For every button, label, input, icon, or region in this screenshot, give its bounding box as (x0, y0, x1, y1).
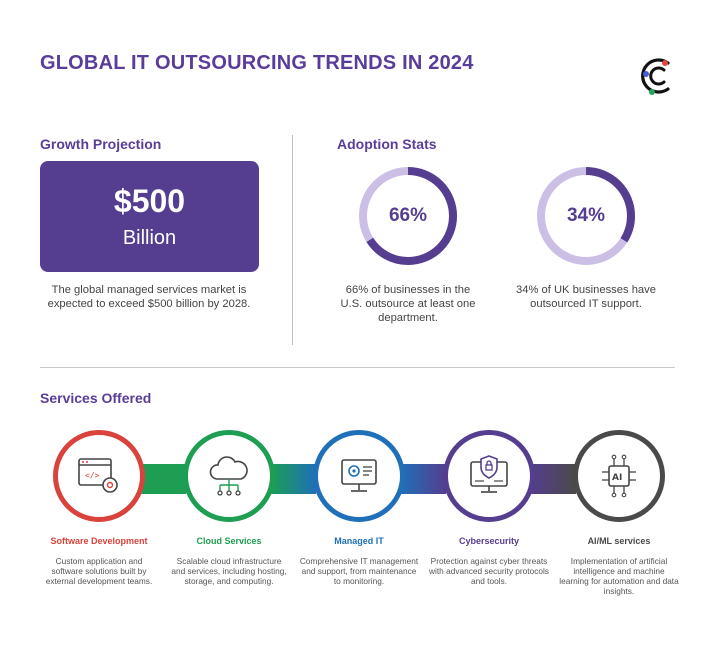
service-software-development: </> (53, 430, 145, 522)
adoption-stats-heading: Adoption Stats (337, 136, 437, 152)
growth-projection-heading: Growth Projection (40, 136, 162, 152)
us-adoption-caption: 66% of businesses in the U.S. outsource … (340, 284, 476, 324)
service-description: Comprehensive IT management and support,… (299, 556, 419, 586)
services-row: </> Software Development Custom applicat… (0, 420, 720, 640)
service-description: Custom application and software solution… (45, 556, 153, 586)
market-size-box: $500 Billion (40, 161, 259, 272)
market-size-amount: $500 (113, 183, 186, 219)
vertical-divider (292, 135, 293, 345)
services-heading: Services Offered (40, 390, 152, 406)
service-ai-ml: AI (573, 430, 665, 522)
market-size-unit: Billion (122, 227, 177, 249)
growth-caption: The global managed services market is ex… (47, 284, 251, 310)
service-cloud-services (183, 430, 275, 522)
service-managed-it (313, 430, 405, 522)
page-title: GLOBAL IT OUTSOURCING TRENDS IN 2024 (40, 52, 474, 74)
us-percent-label: 66% (388, 205, 428, 226)
horizontal-divider (40, 367, 675, 368)
service-title: Cloud Services (196, 536, 262, 546)
donut-progress (537, 167, 635, 265)
service-description: Implementation of artificial intelligenc… (559, 556, 679, 596)
service-cybersecurity (443, 430, 535, 522)
connector-2 (270, 464, 316, 494)
service-title: Managed IT (334, 536, 384, 546)
cloud-network-icon (209, 456, 248, 496)
code-settings-icon: </> (78, 458, 118, 493)
connector-1 (140, 464, 186, 494)
svg-text:</>: </> (85, 471, 100, 480)
uk-percent-label: 34% (566, 205, 606, 226)
svg-text:AI: AI (612, 473, 622, 483)
donut-progress (359, 167, 457, 265)
adoption-donut-us (359, 167, 457, 265)
ai-chip-icon: AI (602, 454, 636, 498)
service-title: Cybersecurity (458, 536, 520, 546)
service-title: Software Development (50, 536, 148, 546)
monitor-gear-icon (341, 459, 377, 492)
shield-monitor-icon (470, 455, 508, 493)
uk-adoption-caption: 34% of UK businesses have outsourced IT … (516, 284, 656, 310)
connector-3 (400, 464, 446, 494)
brand-logo-icon (641, 58, 670, 95)
adoption-donut-uk (537, 167, 635, 265)
service-title: AI/ML services (587, 536, 651, 546)
service-description: Protection against cyber threats with ad… (429, 556, 549, 586)
connector-4 (530, 464, 576, 494)
service-description: Scalable cloud infrastructure and servic… (171, 556, 287, 586)
